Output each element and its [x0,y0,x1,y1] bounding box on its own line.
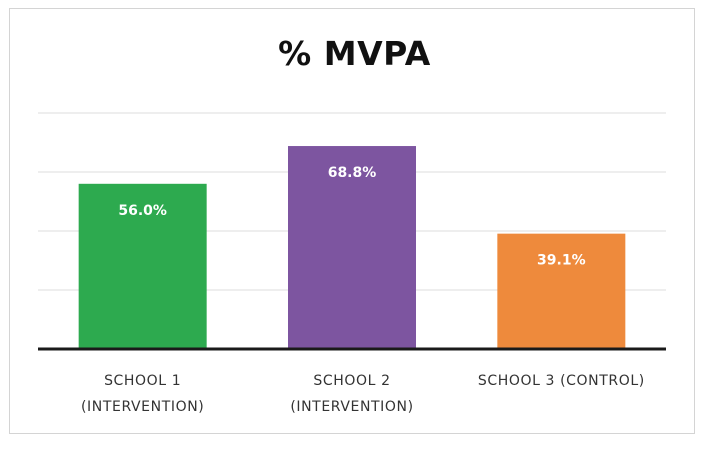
data-label-1: 56.0% [118,203,167,219]
category-labels: SCHOOL 1 (INTERVENTION) SCHOOL 2 (INTERVENT… [81,373,645,415]
category-label-2-line-1: SCHOOL 2 [313,373,390,389]
category-label-1-line-1: SCHOOL 1 [104,373,181,389]
bar-1 [78,183,207,349]
bar-3 [497,233,626,349]
bar-2 [288,146,416,349]
category-label-1-line-2: (INTERVENTION) [81,399,204,415]
data-labels: 56.0% 68.8% 39.1% [118,165,585,269]
data-label-3: 39.1% [537,253,586,269]
category-label-2-line-2: (INTERVENTION) [290,399,413,415]
chart-title: % MVPA [278,34,431,73]
bars [78,146,626,349]
data-label-2: 68.8% [328,165,377,181]
category-label-3-line-1: SCHOOL 3 (CONTROL) [478,373,645,389]
